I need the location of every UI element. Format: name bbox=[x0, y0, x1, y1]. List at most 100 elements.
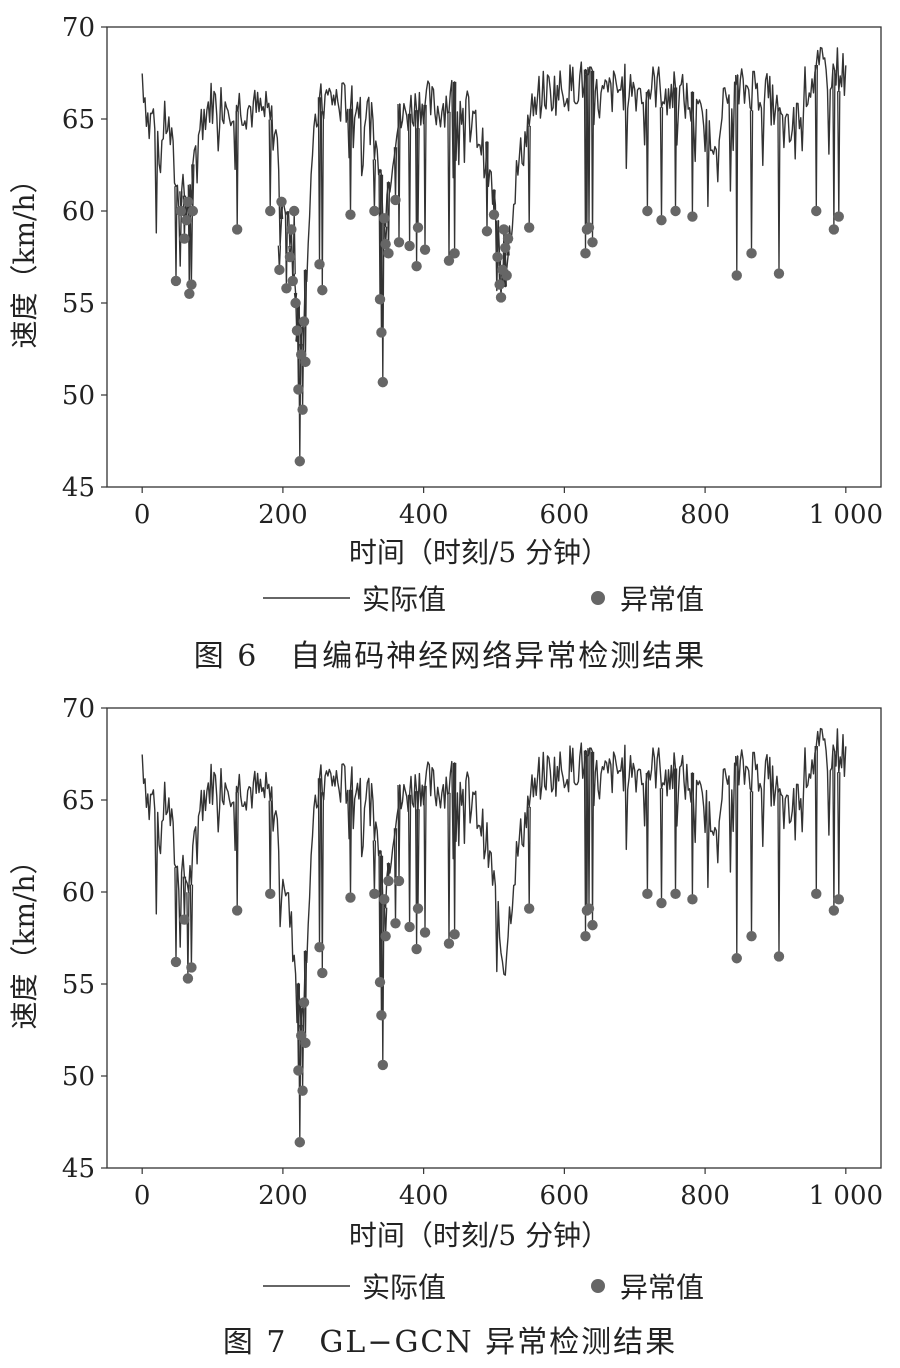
chart-panel-7: 0 200 400 600 800 1 000 45 50 55 60 65 70 时间（时刻/5 分钟… bbox=[8, 694, 883, 1360]
y-tick-label: 60 bbox=[62, 878, 95, 908]
series-line-spike bbox=[393, 828, 398, 924]
anomaly-point bbox=[642, 888, 653, 900]
anomaly-point bbox=[265, 205, 276, 217]
anomaly-point bbox=[187, 205, 199, 217]
y-tick-label: 65 bbox=[62, 786, 95, 816]
x-tick-label: 800 bbox=[680, 500, 730, 530]
anomaly-point bbox=[369, 205, 380, 217]
anomaly-point bbox=[411, 261, 422, 272]
series-line-spike bbox=[832, 70, 836, 230]
anomaly-point bbox=[297, 404, 308, 415]
anomaly-point bbox=[300, 356, 311, 368]
anomaly-point bbox=[170, 275, 182, 287]
anomaly-point bbox=[670, 205, 681, 217]
x-axis-label: 时间（时刻/5 分钟） bbox=[349, 536, 609, 569]
anomaly-point bbox=[773, 268, 785, 279]
series-line-spike bbox=[527, 125, 531, 228]
anomaly-point bbox=[377, 1059, 389, 1071]
anomaly-point bbox=[773, 951, 785, 962]
series-line-spike bbox=[423, 785, 427, 933]
anomaly-point bbox=[449, 929, 460, 940]
anomaly-point bbox=[828, 224, 840, 235]
anomaly-point bbox=[374, 976, 386, 988]
anomaly-point bbox=[182, 973, 194, 984]
series-line-spike bbox=[268, 800, 272, 894]
chart-panel-6: 0 200 400 600 800 1 000 45 50 55 60 65 70 时间（时刻/5 分钟… bbox=[8, 13, 883, 674]
anomaly-point bbox=[291, 325, 303, 336]
x-tick-label: 1 000 bbox=[809, 500, 883, 530]
series-line-spike bbox=[423, 104, 427, 250]
y-tick-label: 55 bbox=[62, 970, 95, 1000]
anomaly-point bbox=[376, 1010, 387, 1021]
plot-area bbox=[141, 46, 847, 467]
series-line-spike bbox=[447, 111, 451, 261]
legend-label-anomaly: 异常值 bbox=[620, 583, 704, 616]
anomaly-point bbox=[383, 875, 394, 887]
anomaly-point bbox=[449, 248, 460, 259]
anomaly-point bbox=[833, 894, 844, 905]
anomaly-point bbox=[376, 327, 387, 338]
y-tick-label: 70 bbox=[62, 13, 95, 43]
series-line-spike bbox=[645, 772, 650, 894]
y-tick-label: 50 bbox=[62, 1062, 95, 1092]
anomaly-point bbox=[746, 930, 757, 942]
series-line-spike bbox=[407, 794, 412, 928]
anomaly-point bbox=[390, 918, 401, 929]
series-line-spike bbox=[292, 210, 296, 275]
y-tick-label: 50 bbox=[62, 381, 95, 411]
anomaly-point bbox=[294, 456, 305, 467]
anomaly-point bbox=[492, 251, 503, 263]
anomaly-point bbox=[501, 270, 512, 281]
anomaly-point bbox=[488, 209, 500, 220]
x-axis-label: 时间（时刻/5 分钟） bbox=[349, 1219, 609, 1252]
y-tick-label: 70 bbox=[62, 694, 95, 724]
x-tick-label: 200 bbox=[258, 1181, 308, 1211]
anomaly-point bbox=[293, 1065, 304, 1076]
y-tick-label: 60 bbox=[62, 197, 95, 227]
x-tick-label: 200 bbox=[258, 500, 308, 530]
series-line-spike bbox=[300, 327, 305, 410]
series-line-spike bbox=[300, 1008, 305, 1091]
figure-caption: 图 7 GL−GCN 异常检测结果 bbox=[223, 1325, 677, 1360]
anomaly-point bbox=[265, 888, 276, 900]
anomaly-point bbox=[393, 237, 405, 248]
y-axis-label: 速度（km/h） bbox=[8, 166, 41, 349]
x-tick-label: 400 bbox=[399, 1181, 449, 1211]
anomaly-point bbox=[670, 888, 681, 900]
anomaly-point bbox=[186, 279, 197, 290]
anomaly-point bbox=[495, 292, 507, 303]
anomaly-point bbox=[181, 215, 192, 226]
series-line-spike bbox=[814, 745, 818, 894]
x-tick-label: 800 bbox=[680, 1181, 730, 1211]
series-line-spike bbox=[659, 788, 664, 904]
x-tick-label: 400 bbox=[399, 500, 449, 530]
series-line-spike bbox=[372, 159, 377, 212]
anomaly-point bbox=[293, 384, 304, 395]
series-line-spike bbox=[235, 792, 239, 911]
anomaly-point bbox=[642, 205, 653, 217]
anomaly-point bbox=[656, 215, 667, 226]
anomaly-point bbox=[731, 270, 742, 281]
anomaly-point bbox=[317, 967, 328, 979]
anomaly-point bbox=[379, 894, 390, 905]
anomaly-point bbox=[300, 1037, 311, 1049]
x-tick-label: 600 bbox=[540, 1181, 590, 1211]
anomaly-point bbox=[500, 242, 511, 253]
y-tick-label: 65 bbox=[62, 105, 95, 135]
series-line-spike bbox=[407, 113, 412, 247]
anomaly-point bbox=[231, 224, 243, 235]
series-line-spike bbox=[837, 772, 841, 900]
anomaly-point bbox=[182, 196, 194, 207]
series-line-spike bbox=[735, 74, 739, 276]
anomaly-point bbox=[383, 248, 394, 259]
series-line-spike bbox=[832, 751, 836, 911]
legend-label-actual: 实际值 bbox=[362, 1271, 446, 1304]
series-line-spike bbox=[837, 91, 841, 217]
x-tick-label: 1 000 bbox=[809, 1181, 883, 1211]
y-tick-label: 55 bbox=[62, 289, 95, 319]
anomaly-point bbox=[523, 222, 535, 233]
anomaly-point bbox=[583, 903, 595, 914]
anomaly-point bbox=[731, 953, 742, 964]
anomaly-point bbox=[184, 288, 195, 299]
anomaly-point bbox=[583, 222, 595, 233]
